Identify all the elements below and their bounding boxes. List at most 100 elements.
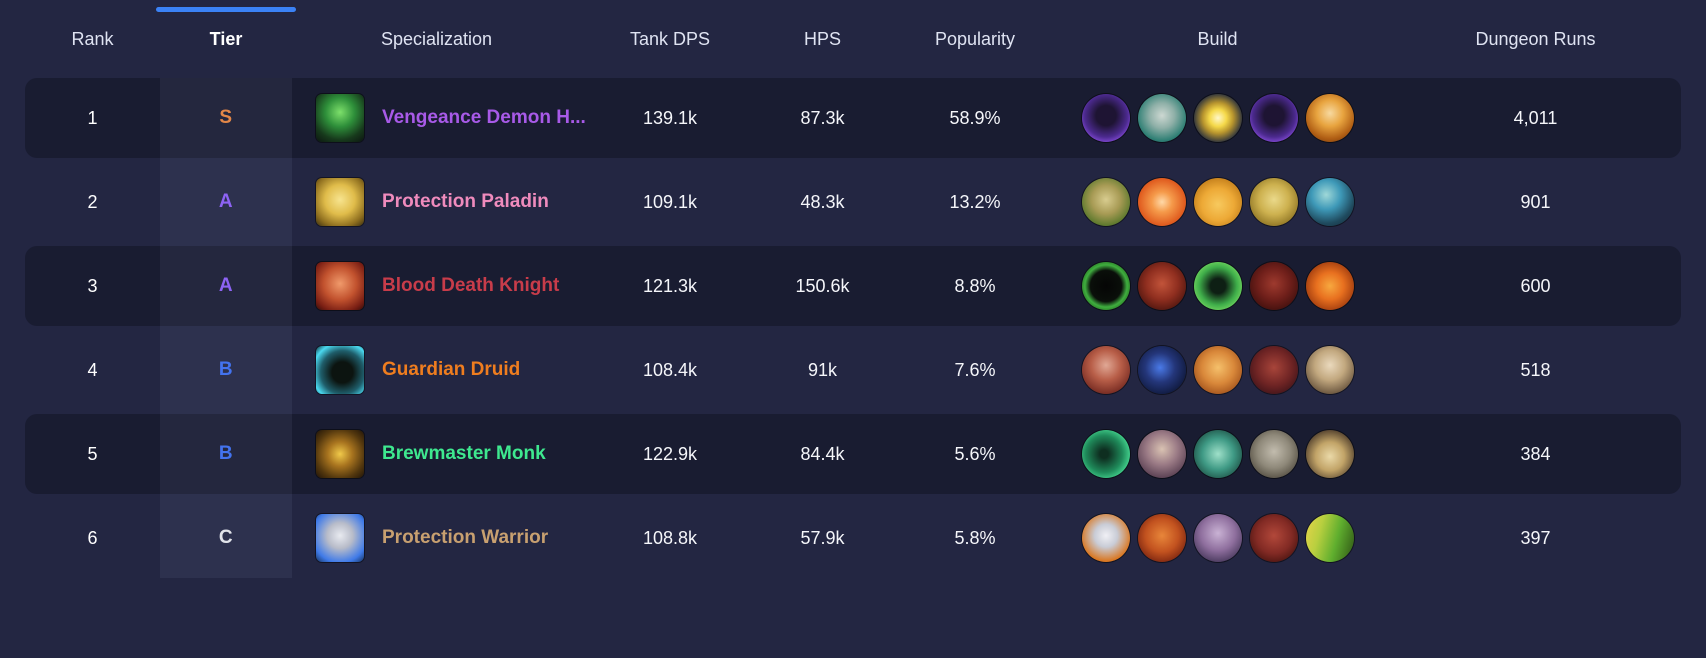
rank-value: 2	[87, 191, 98, 212]
table-row: 5 B Brewmaster Monk 122.9k 84.4k 5.6% 38…	[25, 414, 1681, 494]
dungeon-runs-value: 384	[1520, 443, 1551, 464]
hps-value: 84.4k	[800, 443, 845, 464]
table-row: 3 A Blood Death Knight 121.3k 150.6k 8.8…	[25, 246, 1681, 326]
build-talent-icon[interactable]	[1193, 430, 1242, 478]
build-talent-icon[interactable]	[1305, 514, 1354, 562]
dungeon-runs-value: 901	[1520, 191, 1551, 212]
tank-dps-value: 108.4k	[642, 359, 698, 380]
build-icons	[1045, 514, 1390, 562]
build-talent-icon[interactable]	[1193, 178, 1242, 226]
build-talent-icon[interactable]	[1249, 94, 1298, 142]
tier-badge: A	[218, 191, 234, 212]
spec-link[interactable]: Guardian Druid	[382, 359, 521, 380]
column-header-popularity[interactable]: Popularity	[934, 28, 1016, 49]
build-talent-icon[interactable]	[1305, 178, 1354, 226]
hps-value: 87.3k	[800, 107, 845, 128]
build-icons	[1045, 178, 1390, 226]
build-talent-icon[interactable]	[1137, 346, 1186, 394]
build-talent-icon[interactable]	[1193, 514, 1242, 562]
build-talent-icon[interactable]	[1249, 262, 1298, 310]
build-talent-icon[interactable]	[1249, 514, 1298, 562]
table-row: 2 A Protection Paladin 109.1k 48.3k 13.2…	[25, 162, 1681, 242]
build-talent-icon[interactable]	[1193, 94, 1242, 142]
tank-dps-value: 109.1k	[642, 191, 698, 212]
column-header-specialization[interactable]: Specialization	[381, 28, 493, 49]
tank-dps-value: 108.8k	[642, 527, 698, 548]
tier-badge: B	[218, 359, 234, 380]
spec-link[interactable]: Brewmaster Monk	[382, 443, 546, 464]
popularity-value: 7.6%	[954, 359, 996, 380]
build-talent-icon[interactable]	[1305, 430, 1354, 478]
spec-link[interactable]: Protection Warrior	[382, 527, 549, 548]
build-icons	[1045, 94, 1390, 142]
column-header-build[interactable]: Build	[1197, 28, 1238, 49]
rank-value: 3	[87, 275, 98, 296]
column-header-rank[interactable]: Rank	[71, 28, 114, 49]
build-talent-icon[interactable]	[1305, 94, 1354, 142]
column-header-hps[interactable]: HPS	[803, 28, 841, 49]
popularity-value: 13.2%	[949, 191, 1001, 212]
tier-badge: A	[218, 275, 234, 296]
column-header-tier[interactable]: Tier	[156, 6, 296, 50]
build-talent-icon[interactable]	[1249, 430, 1298, 478]
build-talent-icon[interactable]	[1081, 94, 1130, 142]
build-talent-icon[interactable]	[1193, 346, 1242, 394]
hps-value: 48.3k	[800, 191, 845, 212]
spec-icon	[316, 262, 364, 310]
rank-value: 4	[87, 359, 98, 380]
rank-value: 5	[87, 443, 98, 464]
build-talent-icon[interactable]	[1193, 262, 1242, 310]
column-header-dungeon-runs[interactable]: Dungeon Runs	[1475, 28, 1596, 49]
build-talent-icon[interactable]	[1081, 430, 1130, 478]
table-header: Rank Tier Specialization Tank DPS HPS Po…	[25, 0, 1681, 78]
dungeon-runs-value: 518	[1520, 359, 1551, 380]
rank-value: 1	[87, 107, 98, 128]
build-talent-icon[interactable]	[1081, 178, 1130, 226]
hps-value: 57.9k	[800, 527, 845, 548]
build-talent-icon[interactable]	[1137, 178, 1186, 226]
tier-badge: C	[218, 527, 234, 548]
table-row: 6 C Protection Warrior 108.8k 57.9k 5.8%…	[25, 498, 1681, 578]
build-talent-icon[interactable]	[1137, 514, 1186, 562]
build-icons	[1045, 430, 1390, 478]
column-header-tank-dps[interactable]: Tank DPS	[629, 28, 711, 49]
tank-dps-value: 121.3k	[642, 275, 698, 296]
build-talent-icon[interactable]	[1249, 178, 1298, 226]
dungeon-runs-value: 600	[1520, 275, 1551, 296]
spec-icon	[316, 346, 364, 394]
build-talent-icon[interactable]	[1081, 262, 1130, 310]
build-talent-icon[interactable]	[1137, 430, 1186, 478]
tank-dps-value: 122.9k	[642, 443, 698, 464]
spec-icon	[316, 178, 364, 226]
sort-indicator-bar	[156, 6, 296, 12]
build-talent-icon[interactable]	[1305, 346, 1354, 394]
spec-link[interactable]: Protection Paladin	[382, 191, 549, 212]
popularity-value: 5.8%	[954, 527, 996, 548]
spec-icon	[316, 514, 364, 562]
build-talent-icon[interactable]	[1081, 346, 1130, 394]
build-icons	[1045, 262, 1390, 310]
hps-value: 150.6k	[795, 275, 850, 296]
popularity-value: 8.8%	[954, 275, 996, 296]
tank-dps-value: 139.1k	[642, 107, 698, 128]
table-row: 1 S Vengeance Demon H... 139.1k 87.3k 58…	[25, 78, 1681, 158]
dungeon-runs-value: 4,011	[1513, 107, 1558, 128]
spec-icon	[316, 94, 364, 142]
table-row: 4 B Guardian Druid 108.4k 91k 7.6% 518	[25, 330, 1681, 410]
tier-badge: S	[219, 107, 233, 128]
popularity-value: 58.9%	[949, 107, 1001, 128]
tier-badge: B	[218, 443, 234, 464]
build-talent-icon[interactable]	[1137, 262, 1186, 310]
build-talent-icon[interactable]	[1137, 94, 1186, 142]
build-talent-icon[interactable]	[1249, 346, 1298, 394]
build-talent-icon[interactable]	[1081, 514, 1130, 562]
spec-link[interactable]: Vengeance Demon H...	[382, 107, 586, 128]
build-icons	[1045, 346, 1390, 394]
popularity-value: 5.6%	[954, 443, 996, 464]
hps-value: 91k	[807, 359, 838, 380]
spec-link[interactable]: Blood Death Knight	[382, 275, 560, 296]
dungeon-runs-value: 397	[1520, 527, 1551, 548]
column-header-tier-label: Tier	[209, 28, 243, 49]
build-talent-icon[interactable]	[1305, 262, 1354, 310]
spec-icon	[316, 430, 364, 478]
